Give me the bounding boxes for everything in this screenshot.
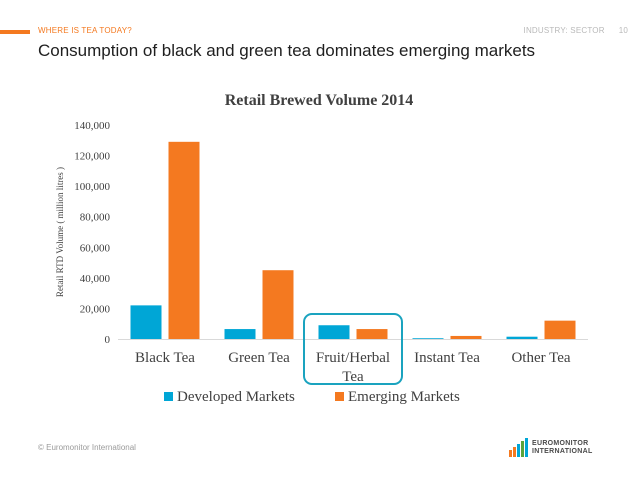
bar-emerging — [168, 141, 200, 339]
x-tick-label: Black Tea — [135, 350, 195, 366]
chart-title: Retail Brewed Volume 2014 — [224, 92, 414, 109]
bar-developed — [412, 338, 444, 339]
y-tick-label: 80,000 — [80, 212, 111, 224]
logo-mark-icon — [509, 438, 528, 457]
highlight-box — [303, 313, 403, 385]
y-tick-label: 40,000 — [80, 273, 111, 285]
y-tick-label: 0 — [105, 334, 111, 346]
section-label: WHERE IS TEA TODAY? — [38, 26, 132, 35]
header-accent-bar — [0, 30, 30, 34]
bar-developed — [318, 325, 350, 339]
x-tick-label: Other Tea — [511, 350, 570, 366]
bar-emerging — [544, 320, 576, 339]
slide-title: Consumption of black and green tea domin… — [38, 41, 536, 60]
x-tick-label: Instant Tea — [414, 350, 480, 366]
x-tick-label: Fruit/Herbal Tea — [316, 350, 390, 385]
legend-label: Developed Markets — [177, 389, 295, 405]
footer-copyright: © Euromonitor International — [38, 443, 136, 452]
y-tick-label: 120,000 — [74, 151, 110, 163]
y-tick-label: 60,000 — [80, 242, 111, 254]
legend-label: Emerging Markets — [348, 389, 460, 405]
y-tick-label: 140,000 — [74, 120, 110, 132]
x-tick-label: Green Tea — [228, 350, 290, 366]
bar-emerging — [262, 270, 294, 339]
y-tick-label: 20,000 — [80, 303, 111, 315]
bar-developed — [224, 329, 256, 339]
header-category: INDUSTRY: SECTOR — [523, 26, 605, 35]
bar-emerging — [450, 335, 482, 339]
logo-text: EUROMONITOR INTERNATIONAL — [532, 440, 593, 455]
y-axis-label: Retail RTD Volume ( million litres ) — [55, 167, 65, 297]
legend-swatch-developed — [164, 392, 173, 401]
legend-swatch-emerging — [335, 392, 344, 401]
bar-developed — [130, 305, 162, 339]
page-number: 10 — [618, 26, 628, 35]
header-right: INDUSTRY: SECTOR 10 — [524, 26, 628, 35]
bar-emerging — [356, 329, 388, 339]
bar-developed — [506, 336, 538, 339]
euromonitor-logo: EUROMONITOR INTERNATIONAL — [508, 438, 608, 460]
y-tick-label: 100,000 — [74, 181, 110, 193]
